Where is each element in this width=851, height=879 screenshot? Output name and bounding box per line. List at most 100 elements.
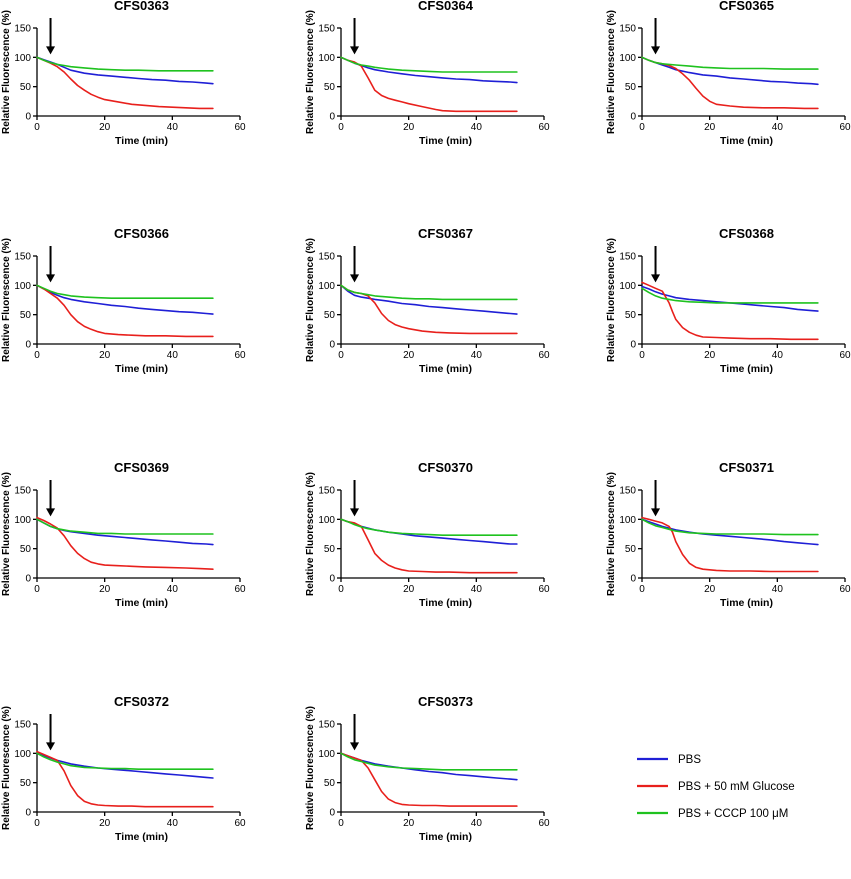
x-tick-label: 0 — [34, 584, 40, 595]
y-tick-label: 0 — [329, 808, 335, 819]
chart-panel-cfs0369: CFS0369 Relative Fluorescence (%) Time (mi… — [1, 460, 246, 609]
x-tick-label: 20 — [403, 584, 415, 595]
y-tick-label: 0 — [25, 808, 31, 819]
x-tick-label: 40 — [471, 350, 483, 361]
y-tick-label: 100 — [619, 281, 636, 292]
arrow-annotation — [46, 714, 56, 751]
x-axis-label: Time (min) — [115, 363, 168, 375]
x-tick-label: 0 — [34, 350, 40, 361]
series-line-cccp — [641, 518, 819, 536]
series-line-cccp — [340, 518, 518, 537]
series-line-glucose — [36, 750, 214, 808]
x-tick-label: 40 — [471, 584, 483, 595]
x-tick-label: 40 — [471, 122, 483, 133]
y-axis-label: Relative Fluorescence (%) — [305, 706, 316, 830]
y-tick-label: 50 — [20, 310, 32, 321]
arrow-annotation — [46, 18, 56, 55]
chart-title: CFS0373 — [418, 694, 473, 709]
y-tick-label: 100 — [318, 281, 335, 292]
legend-label-cccp: PBS + CCCP 100 μM — [678, 808, 788, 820]
x-tick-label: 20 — [403, 818, 415, 829]
series-line-cccp — [641, 56, 819, 70]
x-tick-label: 0 — [639, 584, 645, 595]
y-axis-label: Relative Fluorescence (%) — [1, 472, 12, 596]
arrow-annotation — [46, 246, 56, 283]
x-axis-label: Time (min) — [419, 135, 472, 147]
chart-title: CFS0370 — [418, 460, 473, 475]
y-tick-label: 0 — [329, 574, 335, 585]
y-tick-label: 100 — [619, 53, 636, 64]
y-tick-label: 50 — [324, 778, 336, 789]
series-line-pbs — [36, 284, 214, 315]
y-tick-label: 50 — [324, 310, 336, 321]
series-line-cccp — [340, 284, 518, 301]
y-tick-label: 50 — [20, 778, 32, 789]
series-line-cccp — [36, 284, 214, 300]
series-line-pbs — [36, 518, 214, 546]
legend-label-glucose: PBS + 50 mM Glucose — [678, 781, 795, 793]
series-line-cccp — [340, 752, 518, 771]
chart-title: CFS0368 — [719, 226, 774, 241]
y-tick-label: 0 — [630, 112, 636, 123]
y-tick-label: 100 — [318, 53, 335, 64]
arrow-annotation — [350, 246, 360, 283]
series-line-pbs — [36, 752, 214, 779]
x-tick-label: 0 — [639, 122, 645, 133]
x-tick-label: 0 — [338, 818, 344, 829]
x-tick-label: 20 — [99, 350, 111, 361]
y-axis-label: Relative Fluorescence (%) — [606, 10, 617, 134]
y-tick-label: 100 — [14, 749, 31, 760]
y-tick-label: 150 — [619, 486, 636, 497]
x-tick-label: 60 — [839, 122, 851, 133]
x-axis-label: Time (min) — [419, 597, 472, 609]
y-tick-label: 150 — [619, 24, 636, 35]
series-line-pbs — [340, 56, 518, 84]
y-tick-label: 0 — [630, 340, 636, 351]
y-tick-label: 150 — [14, 720, 31, 731]
series-line-glucose — [36, 284, 214, 338]
x-tick-label: 40 — [167, 818, 179, 829]
chart-panel-cfs0366: CFS0366 Relative Fluorescence (%) Time (mi… — [1, 226, 246, 375]
panels-group: CFS0363 Relative Fluorescence (%) Time (mi… — [1, 0, 851, 843]
x-tick-label: 0 — [338, 350, 344, 361]
chart-panel-cfs0364: CFS0364 Relative Fluorescence (%) Time (mi… — [305, 0, 550, 147]
arrow-annotation — [651, 18, 661, 55]
y-tick-label: 0 — [630, 574, 636, 585]
series-line-pbs — [641, 285, 819, 312]
chart-title: CFS0367 — [418, 226, 473, 241]
x-axis-label: Time (min) — [115, 831, 168, 843]
series-line-cccp — [36, 56, 214, 72]
series-line-glucose — [340, 752, 518, 807]
chart-title: CFS0366 — [114, 226, 169, 241]
y-tick-label: 150 — [14, 486, 31, 497]
y-tick-label: 100 — [14, 53, 31, 64]
y-tick-label: 50 — [625, 82, 637, 93]
x-tick-label: 40 — [772, 584, 784, 595]
y-tick-label: 50 — [20, 82, 32, 93]
y-tick-label: 50 — [324, 544, 336, 555]
y-tick-label: 150 — [318, 486, 335, 497]
x-tick-label: 20 — [704, 122, 716, 133]
x-tick-label: 60 — [839, 350, 851, 361]
series-line-cccp — [641, 287, 819, 304]
y-axis-label: Relative Fluorescence (%) — [305, 10, 316, 134]
x-tick-label: 40 — [772, 122, 784, 133]
x-axis-label: Time (min) — [720, 363, 773, 375]
chart-title: CFS0363 — [114, 0, 169, 13]
chart-panel-cfs0371: CFS0371 Relative Fluorescence (%) Time (mi… — [606, 460, 851, 609]
x-tick-label: 20 — [99, 122, 111, 133]
y-axis-label: Relative Fluorescence (%) — [305, 238, 316, 362]
y-tick-label: 100 — [14, 281, 31, 292]
x-tick-label: 60 — [234, 350, 246, 361]
series-line-pbs — [340, 518, 518, 545]
y-tick-label: 150 — [14, 252, 31, 263]
x-tick-label: 60 — [538, 122, 550, 133]
x-tick-label: 20 — [403, 122, 415, 133]
y-tick-label: 50 — [625, 310, 637, 321]
y-tick-label: 0 — [329, 112, 335, 123]
y-tick-label: 0 — [25, 340, 31, 351]
y-tick-label: 150 — [619, 252, 636, 263]
x-tick-label: 0 — [34, 818, 40, 829]
y-tick-label: 150 — [14, 24, 31, 35]
